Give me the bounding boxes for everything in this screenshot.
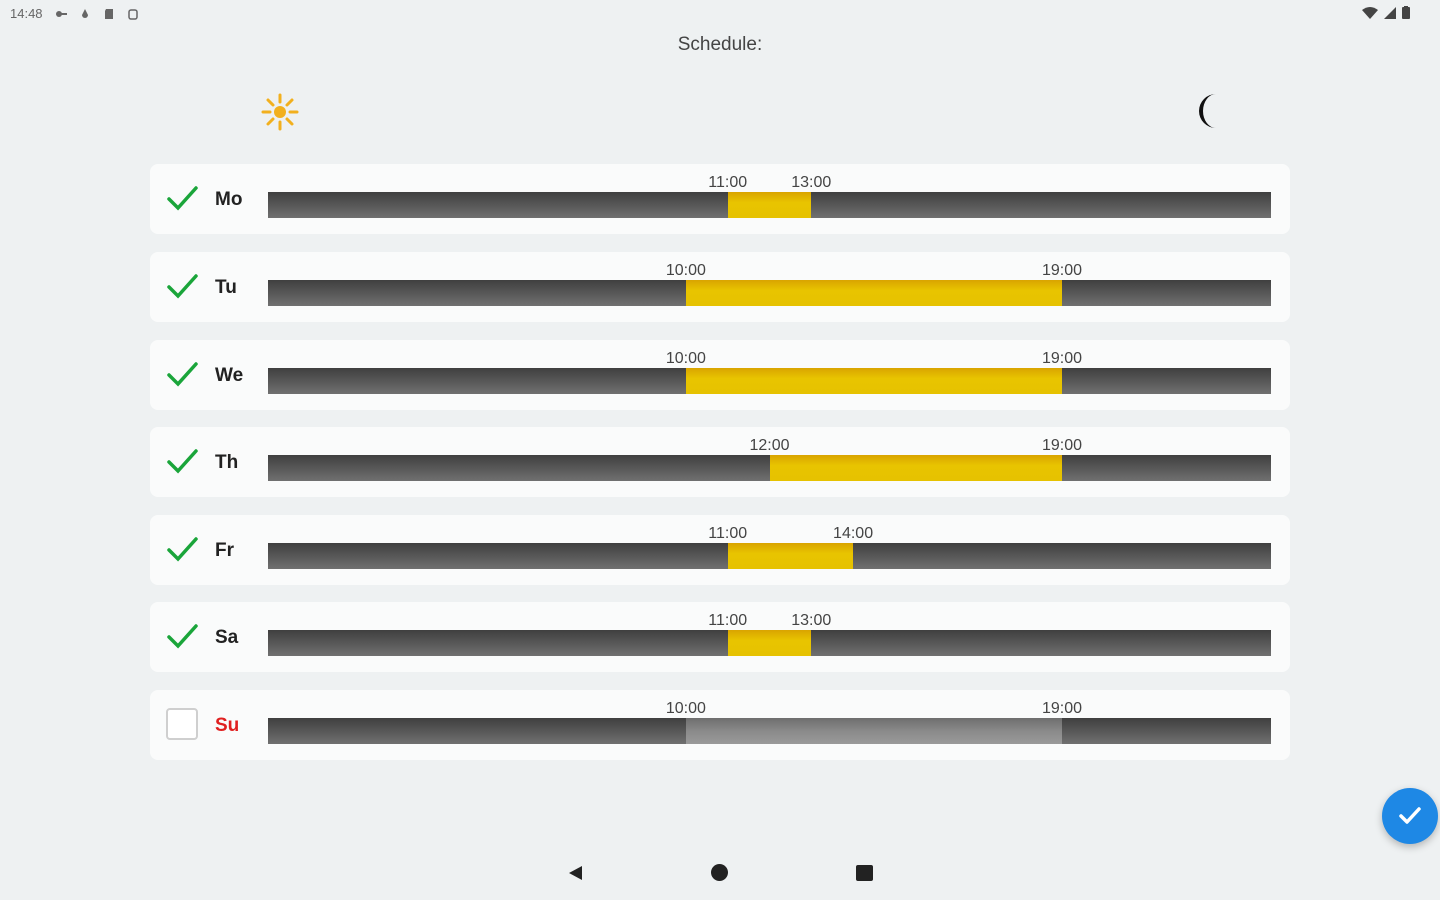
day-row-th: Th 12:00 19:00: [150, 427, 1290, 497]
day-checkbox-checked[interactable]: [166, 360, 200, 390]
back-icon[interactable]: [566, 864, 584, 882]
end-time-label: 19:00: [1042, 437, 1083, 454]
day-row-fr: Fr 11:00 14:00: [150, 515, 1290, 585]
day-checkbox-checked[interactable]: [166, 184, 200, 214]
start-time-label: 11:00: [708, 612, 748, 629]
day-checkbox-checked[interactable]: [166, 272, 200, 302]
end-time-label: 19:00: [1042, 350, 1083, 367]
day-label: Th: [215, 452, 239, 473]
active-time-range[interactable]: [685, 718, 1063, 744]
day-label: Sa: [215, 627, 239, 648]
day-checkbox-unchecked[interactable]: [166, 708, 198, 740]
day-label: We: [215, 365, 244, 386]
status-time: 14:48: [10, 6, 43, 21]
day-label: Su: [215, 715, 240, 736]
home-icon[interactable]: [711, 864, 728, 881]
android-icon: [127, 8, 138, 20]
active-time-range[interactable]: [685, 280, 1063, 306]
day-row-sa: Sa 11:00 13:00: [150, 602, 1290, 672]
time-range-track[interactable]: 11:00 13:00: [268, 612, 1271, 656]
day-row-su: Su 10:00 19:00: [150, 690, 1290, 760]
day-row-mo: Mo 11:00 13:00: [150, 164, 1290, 234]
drop-icon: [81, 8, 88, 18]
time-range-track[interactable]: 10:00 19:00: [268, 262, 1271, 306]
time-range-track[interactable]: 11:00 14:00: [268, 525, 1271, 569]
day-label: Fr: [215, 540, 234, 561]
day-checkbox-checked[interactable]: [166, 447, 200, 477]
time-range-track[interactable]: 10:00 19:00: [268, 700, 1271, 744]
battery-icon: [1402, 6, 1410, 19]
end-time-label: 19:00: [1042, 262, 1083, 279]
active-time-range[interactable]: [727, 543, 854, 569]
day-row-tu: Tu 10:00 19:00: [150, 252, 1290, 322]
wifi-icon: [1362, 6, 1378, 19]
end-time-label: 13:00: [791, 612, 832, 629]
cell-signal-icon: [1384, 6, 1396, 19]
moon-icon: [1199, 94, 1216, 128]
active-time-range[interactable]: [727, 192, 812, 218]
end-time-label: 14:00: [833, 525, 874, 542]
start-time-label: 12:00: [749, 437, 790, 454]
day-row-we: We 10:00 19:00: [150, 340, 1290, 410]
active-time-range[interactable]: [769, 455, 1063, 481]
end-time-label: 13:00: [791, 174, 832, 191]
time-range-track[interactable]: 12:00 19:00: [268, 437, 1271, 481]
day-label: Tu: [215, 277, 237, 298]
end-time-label: 19:00: [1042, 700, 1083, 717]
start-time-label: 11:00: [708, 525, 748, 542]
checkmark-icon: [1399, 807, 1421, 824]
active-time-range[interactable]: [685, 368, 1063, 394]
active-time-range[interactable]: [727, 630, 812, 656]
start-time-label: 11:00: [708, 174, 748, 191]
start-time-label: 10:00: [665, 700, 706, 717]
start-time-label: 10:00: [665, 262, 706, 279]
time-range-track[interactable]: 11:00 13:00: [268, 174, 1271, 218]
recents-icon[interactable]: [856, 865, 873, 881]
sd-card-icon: [104, 8, 113, 19]
key-icon: [55, 10, 67, 17]
day-checkbox-checked[interactable]: [166, 622, 200, 652]
sun-icon: [261, 93, 299, 131]
time-range-track[interactable]: 10:00 19:00: [268, 350, 1271, 394]
confirm-button[interactable]: [1382, 788, 1438, 844]
start-time-label: 10:00: [665, 350, 706, 367]
day-label: Mo: [215, 189, 243, 210]
status-bar: 14:48: [0, 0, 1440, 28]
page-title: Schedule:: [677, 34, 763, 55]
day-checkbox-checked[interactable]: [166, 535, 200, 565]
